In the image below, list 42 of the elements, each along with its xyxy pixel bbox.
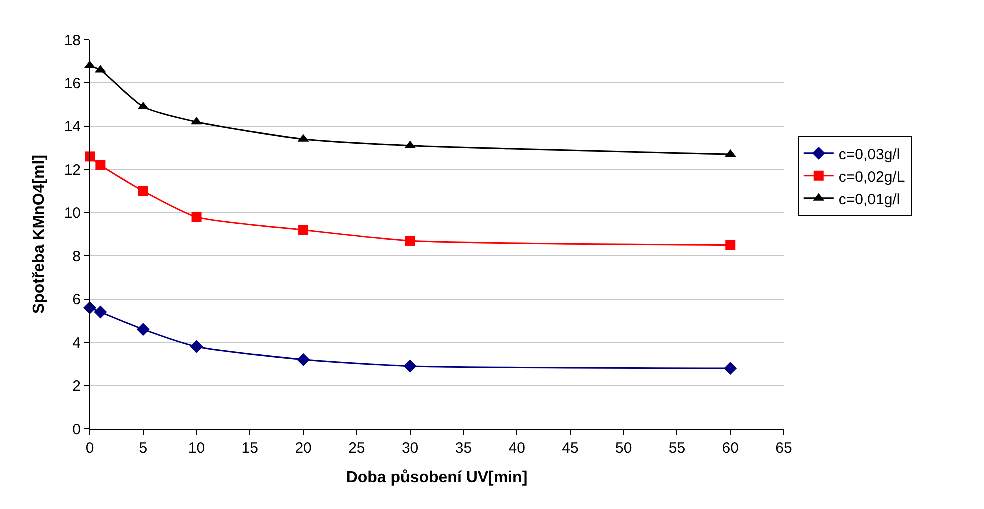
x-tick-label: 40 [508, 440, 526, 457]
x-tick-label: 0 [86, 440, 94, 457]
legend-label: c=0,02g/L [838, 168, 906, 186]
x-tick-label: 10 [188, 440, 206, 457]
x-tick-label: 25 [348, 440, 366, 457]
legend-label: c=0,03g/l [838, 146, 900, 164]
x-tick-label: 20 [295, 440, 312, 457]
x-tick-label: 45 [562, 440, 579, 457]
point [297, 353, 310, 366]
x-tick-label: 5 [139, 440, 148, 457]
x-tick-label: 65 [776, 440, 792, 457]
point [136, 323, 150, 336]
point [94, 306, 108, 319]
point [192, 212, 202, 222]
point [138, 186, 148, 196]
point [405, 236, 416, 246]
y-tick-label: 14 [64, 118, 81, 136]
y-tick-label: 2 [72, 378, 81, 396]
point [724, 362, 738, 375]
x-tick-label: 50 [616, 440, 632, 457]
y-tick-label: 16 [64, 75, 81, 92]
x-tick-label: 60 [722, 440, 739, 457]
y-tick-label: 18 [64, 32, 81, 50]
point [190, 340, 204, 354]
point [298, 225, 309, 236]
y-tick-label: 6 [72, 292, 81, 309]
x-tick-label: 15 [242, 440, 258, 457]
x-tick-label: 55 [668, 440, 686, 457]
y-tick-label: 8 [72, 248, 81, 266]
y-tick-label: 0 [72, 421, 81, 438]
y-tick-label: 10 [64, 205, 81, 222]
point [726, 240, 736, 250]
point [96, 160, 106, 170]
x-axis-title: Doba působení UV[min] [346, 470, 528, 487]
y-axis-title: Spotřeba KMnO4[ml] [31, 154, 48, 314]
legend-label: c=0,01g/l [838, 191, 900, 208]
point [404, 360, 417, 373]
point [85, 152, 95, 162]
x-tick-label: 35 [455, 440, 472, 457]
x-tick-label: 30 [402, 440, 419, 457]
y-tick-label: 4 [72, 334, 81, 352]
y-tick-label: 12 [64, 162, 81, 179]
